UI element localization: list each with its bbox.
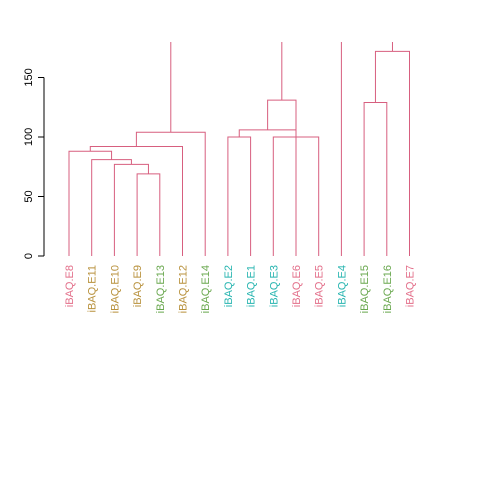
dendrogram-link-m1 (136, 173, 161, 256)
leaf-label: iBAQ.E12 (178, 265, 190, 313)
leaf-labels: iBAQ.E8 iBAQ.E11 iBAQ.E10 iBAQ.E9 iBAQ.E13 iB… (64, 265, 417, 313)
leaf-label: iBAQ.E11 (87, 265, 99, 313)
y-tick-label: 100 (23, 128, 35, 146)
leaf-label: iBAQ.E3 (268, 265, 280, 307)
leaf-label: iBAQ.E13 (155, 265, 167, 313)
leaf-label: iBAQ.E1 (246, 265, 258, 307)
dendrogram-link-m3 (91, 159, 132, 256)
y-tick-label: 50 (23, 190, 35, 202)
leaf-label: iBAQ.E14 (200, 265, 212, 313)
dendrogram-link-m11 (363, 101, 388, 256)
leaf-label: iBAQ.E16 (382, 265, 394, 313)
dendrogram-link-m5 (89, 146, 183, 256)
leaf-label: iBAQ.E9 (132, 265, 144, 307)
leaf-label: iBAQ.E10 (109, 265, 121, 313)
dendrogram-link-m12 (374, 50, 410, 256)
dendrogram-link-m13 (340, 42, 393, 256)
leaf-label: iBAQ.E4 (336, 265, 348, 307)
leaf-label: iBAQ.E7 (405, 265, 417, 307)
leaf-label: iBAQ.E15 (359, 265, 371, 313)
dendrogram-link-m6 (135, 131, 206, 256)
y-tick-label: 0 (23, 253, 35, 259)
leaf-label: iBAQ.E5 (314, 265, 326, 307)
leaf-label: iBAQ.E8 (64, 265, 76, 307)
y-axis: 0 50 100 150 (23, 68, 45, 259)
leaf-label: iBAQ.E2 (223, 265, 235, 307)
dendrogram-link-m10 (267, 99, 297, 256)
y-tick-label: 150 (23, 68, 35, 86)
dendrogram-link-m9 (238, 129, 297, 137)
dendrogram-branches (68, 42, 410, 256)
leaf-label: iBAQ.E6 (291, 265, 303, 307)
dendrogram-link-m7 (227, 136, 252, 256)
dendrogram-link-m2 (113, 163, 149, 256)
dendrogram-link-m4 (68, 150, 113, 256)
dendrogram-link-m14 (170, 42, 283, 133)
